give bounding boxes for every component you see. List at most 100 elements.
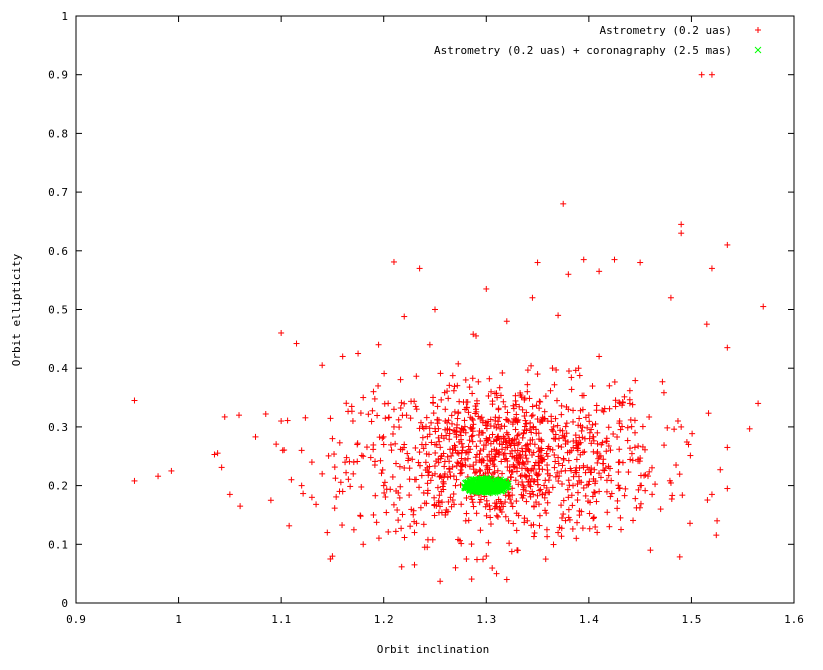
data-point-astrometry — [524, 458, 531, 465]
data-point-astrometry — [446, 458, 453, 465]
data-point-astrometry — [591, 466, 598, 473]
data-point-astrometry — [370, 388, 377, 395]
data-point-astrometry — [605, 424, 612, 431]
data-point-astrometry — [521, 413, 528, 420]
data-point-astrometry — [552, 415, 559, 422]
data-point-astrometry — [543, 510, 550, 517]
data-point-astrometry — [528, 413, 535, 420]
data-point-astrometry — [507, 496, 514, 503]
data-point-astrometry — [605, 472, 612, 479]
data-point-astrometry — [226, 491, 233, 498]
data-point-astrometry — [237, 503, 244, 510]
data-point-astrometry — [503, 455, 510, 462]
data-point-astrometry — [673, 462, 680, 469]
data-point-astrometry — [541, 482, 548, 489]
data-point-astrometry — [507, 473, 514, 480]
x-tick-label: 1 — [175, 613, 182, 626]
data-point-astrometry — [577, 407, 584, 414]
y-tick-label: 1 — [61, 10, 68, 23]
data-point-astrometry — [446, 382, 453, 389]
data-point-astrometry — [487, 440, 494, 447]
data-point-astrometry — [558, 502, 565, 509]
data-point-astrometry — [437, 444, 444, 451]
data-point-astrometry — [614, 497, 621, 504]
data-point-astrometry — [522, 473, 529, 480]
data-point-astrometry — [444, 453, 451, 460]
data-point-astrometry — [445, 498, 452, 505]
data-point-astrometry — [375, 341, 382, 348]
data-point-astrometry — [350, 526, 357, 533]
data-point-astrometry — [578, 479, 585, 486]
data-point-astrometry — [572, 432, 579, 439]
data-point-astrometry — [531, 529, 538, 536]
data-point-astrometry — [529, 403, 536, 410]
data-point-astrometry — [649, 491, 656, 498]
data-point-astrometry — [615, 469, 622, 476]
data-point-astrometry — [400, 444, 407, 451]
data-point-astrometry — [476, 466, 483, 473]
data-point-astrometry — [494, 467, 501, 474]
data-point-astrometry — [724, 444, 731, 451]
data-point-astrometry — [454, 382, 461, 389]
data-point-astrometry — [434, 484, 441, 491]
data-point-astrometry — [617, 426, 624, 433]
data-point-astrometry — [365, 411, 372, 418]
data-point-astrometry — [565, 494, 572, 501]
data-point-astrometry — [489, 401, 496, 408]
data-point-astrometry — [452, 482, 459, 489]
data-point-astrometry — [440, 435, 447, 442]
legend: Astrometry (0.2 uas) Astrometry (0.2 uas… — [434, 24, 762, 57]
data-point-astrometry — [619, 402, 626, 409]
data-point-astrometry — [537, 452, 544, 459]
data-point-astrometry — [635, 486, 642, 493]
data-point-astrometry — [603, 448, 610, 455]
data-point-astrometry — [667, 294, 674, 301]
data-point-astrometry — [417, 419, 424, 426]
data-point-astrometry — [357, 410, 364, 417]
data-point-astrometry — [360, 394, 367, 401]
data-point-astrometry — [560, 511, 567, 518]
data-point-astrometry — [629, 457, 636, 464]
data-point-astrometry — [468, 576, 475, 583]
data-point-astrometry — [552, 458, 559, 465]
data-point-astrometry — [535, 430, 542, 437]
data-point-astrometry — [503, 318, 510, 325]
data-point-astrometry — [586, 418, 593, 425]
data-point-astrometry — [472, 454, 479, 461]
data-point-astrometry — [528, 475, 535, 482]
data-point-astrometry — [449, 372, 456, 379]
data-point-astrometry — [530, 424, 537, 431]
data-point-astrometry — [508, 500, 515, 507]
data-point-astrometry — [544, 453, 551, 460]
data-point-astrometry — [252, 433, 259, 440]
data-point-astrometry — [343, 454, 350, 461]
data-point-astrometry — [588, 469, 595, 476]
data-point-astrometry — [358, 452, 365, 459]
data-point-astrometry — [530, 521, 537, 528]
data-point-astrometry — [503, 576, 510, 583]
data-point-astrometry — [607, 447, 614, 454]
data-point-astrometry — [592, 478, 599, 485]
data-point-astrometry — [555, 460, 562, 467]
data-point-astrometry — [489, 431, 496, 438]
data-point-astrometry — [511, 436, 518, 443]
data-point-astrometry — [560, 200, 567, 207]
data-point-astrometry — [390, 406, 397, 413]
data-point-coronagraphy — [492, 476, 500, 483]
data-point-astrometry — [564, 438, 571, 445]
y-tick-label: 0.5 — [48, 304, 68, 317]
data-point-astrometry — [596, 488, 603, 495]
data-point-astrometry — [489, 457, 496, 464]
data-point-astrometry — [372, 458, 379, 465]
data-point-astrometry — [398, 525, 405, 532]
data-point-astrometry — [369, 407, 376, 414]
data-point-astrometry — [646, 413, 653, 420]
data-point-astrometry — [168, 467, 175, 474]
data-point-astrometry — [570, 418, 577, 425]
y-axis-title: Orbit ellipticity — [10, 253, 23, 366]
data-point-coronagraphy — [468, 481, 476, 489]
data-point-astrometry — [574, 519, 581, 526]
data-point-astrometry — [600, 460, 607, 467]
data-point-astrometry — [298, 482, 305, 489]
data-point-astrometry — [576, 372, 583, 379]
